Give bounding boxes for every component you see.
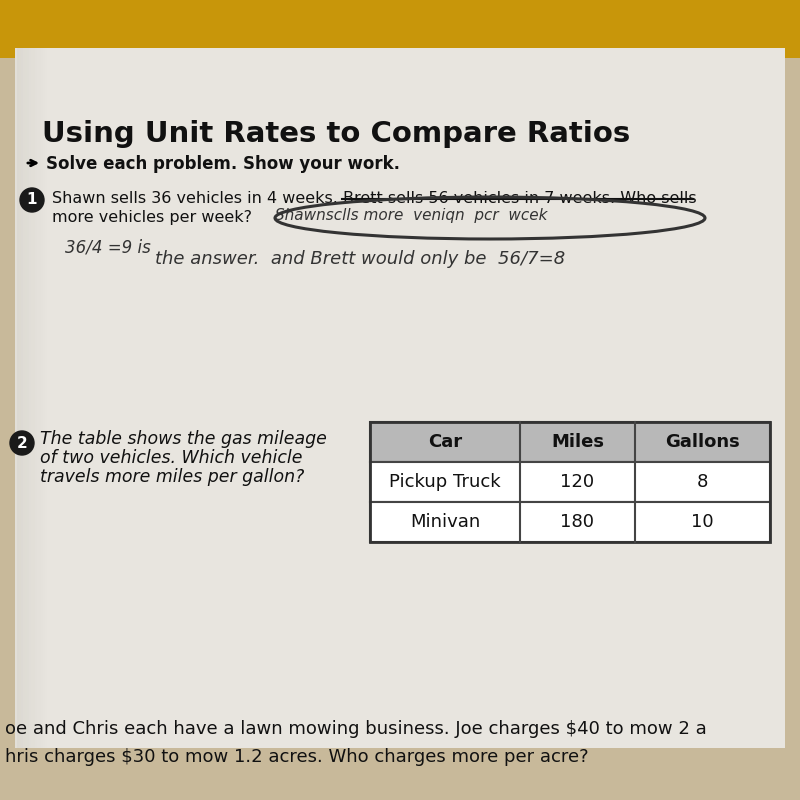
Bar xyxy=(23,48,27,748)
Text: Car: Car xyxy=(428,433,462,451)
Text: Shawnsсlls more  veniqn  pcr  wcеk: Shawnsсlls more veniqn pcr wcеk xyxy=(275,208,547,223)
Bar xyxy=(19,48,23,748)
Text: 8: 8 xyxy=(697,473,708,491)
Bar xyxy=(370,422,770,542)
Text: 36/4 =9 is: 36/4 =9 is xyxy=(65,238,150,256)
Text: Solve each problem. Show your work.: Solve each problem. Show your work. xyxy=(46,155,400,173)
Bar xyxy=(35,48,39,748)
Bar xyxy=(29,48,33,748)
Text: 180: 180 xyxy=(561,513,594,531)
Text: Minivan: Minivan xyxy=(410,513,480,531)
Bar xyxy=(17,48,21,748)
Bar xyxy=(0,0,800,58)
Bar xyxy=(15,48,19,748)
Text: oe and Chris each have a lawn mowing business. Joe charges $40 to mow 2 a: oe and Chris each have a lawn mowing bus… xyxy=(5,720,706,738)
Bar xyxy=(21,48,25,748)
Text: Pickup Truck: Pickup Truck xyxy=(389,473,501,491)
Circle shape xyxy=(20,188,44,212)
Bar xyxy=(370,502,770,542)
Bar xyxy=(41,48,45,748)
Bar xyxy=(43,48,47,748)
Text: Shawn sells 36 vehicles in 4 weeks. Brett sells 56 vehicles in 7 weeks. Who sell: Shawn sells 36 vehicles in 4 weeks. Bret… xyxy=(52,191,697,206)
Text: travels more miles per gallon?: travels more miles per gallon? xyxy=(40,468,304,486)
Text: hris charges $30 to mow 1.2 acres. Who charges more per acre?: hris charges $30 to mow 1.2 acres. Who c… xyxy=(5,748,589,766)
Bar xyxy=(39,48,43,748)
Bar xyxy=(370,422,770,462)
Text: 2: 2 xyxy=(17,435,27,450)
Text: The table shows the gas mileage: The table shows the gas mileage xyxy=(40,430,327,448)
Text: 120: 120 xyxy=(561,473,594,491)
Text: of two vehicles. Which vehicle: of two vehicles. Which vehicle xyxy=(40,449,302,467)
Bar xyxy=(37,48,41,748)
Bar xyxy=(25,48,29,748)
Circle shape xyxy=(10,431,34,455)
Bar xyxy=(33,48,37,748)
Bar xyxy=(31,48,35,748)
Text: Miles: Miles xyxy=(551,433,604,451)
Text: more vehicles per week?: more vehicles per week? xyxy=(52,210,252,225)
Bar xyxy=(370,462,770,502)
Bar xyxy=(27,48,31,748)
Text: Using Unit Rates to Compare Ratios: Using Unit Rates to Compare Ratios xyxy=(42,120,630,148)
Text: 1: 1 xyxy=(26,193,38,207)
Text: the answer.  and Brett would only be  56/7=8: the answer. and Brett would only be 56/7… xyxy=(155,250,566,268)
Text: Gallons: Gallons xyxy=(665,433,740,451)
Text: 10: 10 xyxy=(691,513,714,531)
Bar xyxy=(15,48,785,748)
